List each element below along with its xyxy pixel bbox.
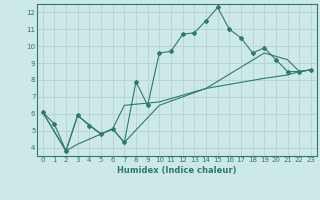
X-axis label: Humidex (Indice chaleur): Humidex (Indice chaleur) [117,166,236,175]
